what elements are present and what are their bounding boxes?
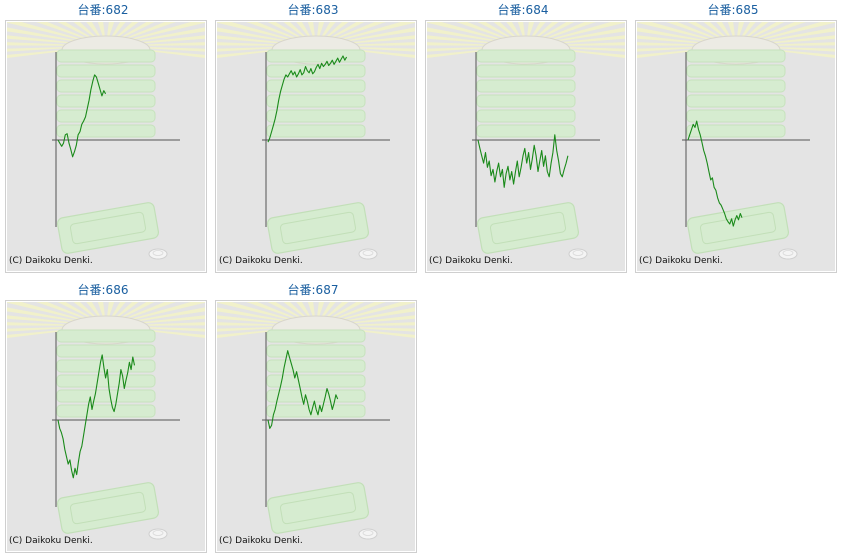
slump-graph-svg [7,22,205,271]
graph-line-series [57,354,136,479]
slump-graph[interactable]: (C) Daikoku Denki. [5,300,207,553]
coin-tray [476,202,580,254]
graph-axes [682,52,810,227]
slot-machine-stack [56,315,156,418]
machine-card: 台番:685 (C) Daikoku Denki. [630,0,837,280]
coin-tray [56,482,160,534]
slump-graph-svg [637,22,835,271]
copyright-text: (C) Daikoku Denki. [219,536,303,546]
graph-axes [472,52,600,227]
machine-number-link[interactable]: 台番:687 [287,283,339,297]
slump-graph[interactable]: (C) Daikoku Denki. [635,20,837,273]
copyright-text: (C) Daikoku Denki. [219,256,303,266]
medal-coin-icon [778,248,798,260]
medal-coin-icon [358,248,378,260]
graph-line-series [267,350,339,429]
coin-tray [266,482,370,534]
machine-number-link[interactable]: 台番:686 [77,283,129,297]
medal-coin-icon [148,248,168,260]
copyright-text: (C) Daikoku Denki. [429,256,513,266]
slump-graph[interactable]: (C) Daikoku Denki. [5,20,207,273]
machine-card: 台番:683 (C) Daikoku Denki. [210,0,417,280]
graph-line-series [267,55,348,143]
slot-machine-stack [266,315,366,418]
machine-card: 台番:684 (C) Daikoku Denki. [420,0,627,280]
graph-line-series [687,120,743,227]
graph-line-series [477,134,569,188]
slot-machine-stack [266,35,366,138]
copyright-text: (C) Daikoku Denki. [9,536,93,546]
slot-machine-stack [56,35,156,138]
graph-line-series [57,74,107,158]
copyright-text: (C) Daikoku Denki. [639,256,723,266]
slump-graph-svg [217,302,415,551]
slump-graph-svg [7,302,205,551]
machine-number-link[interactable]: 台番:685 [707,3,759,17]
coin-tray [56,202,160,254]
slump-graph[interactable]: (C) Daikoku Denki. [215,300,417,553]
slump-graph[interactable]: (C) Daikoku Denki. [215,20,417,273]
graph-axes [52,52,180,227]
medal-coin-icon [358,528,378,540]
slump-graph-svg [427,22,625,271]
slump-graph[interactable]: (C) Daikoku Denki. [425,20,627,273]
slump-graph-svg [217,22,415,271]
machine-card: 台番:686 (C) Daikoku Denki. [0,280,207,560]
machine-card: 台番:682 (C) Daikoku Denki. [0,0,207,280]
medal-coin-icon [148,528,168,540]
machine-number-link[interactable]: 台番:682 [77,3,129,17]
coin-tray [266,202,370,254]
medal-coin-icon [568,248,588,260]
graph-axes [262,332,390,507]
copyright-text: (C) Daikoku Denki. [9,256,93,266]
graph-axes [52,332,180,507]
slot-machine-stack [476,35,576,138]
machine-number-link[interactable]: 台番:683 [287,3,339,17]
slot-machine-stack [686,35,786,138]
graph-axes [262,52,390,227]
machine-card: 台番:687 (C) Daikoku Denki. [210,280,417,560]
machine-number-link[interactable]: 台番:684 [497,3,549,17]
